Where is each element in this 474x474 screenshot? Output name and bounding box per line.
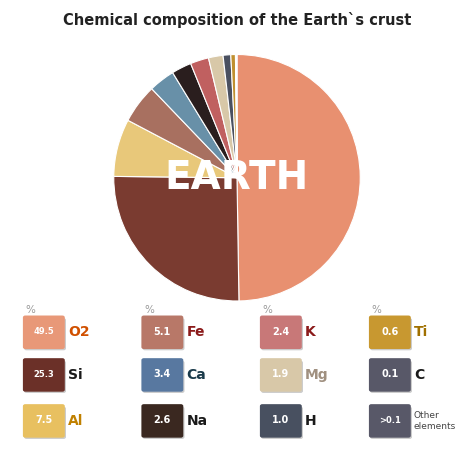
FancyBboxPatch shape: [261, 318, 303, 350]
Wedge shape: [236, 55, 237, 178]
Text: 1.9: 1.9: [272, 369, 290, 379]
FancyBboxPatch shape: [261, 407, 303, 439]
Text: Al: Al: [68, 414, 83, 428]
FancyBboxPatch shape: [370, 407, 412, 439]
Wedge shape: [114, 176, 239, 301]
FancyBboxPatch shape: [23, 358, 65, 392]
Wedge shape: [237, 55, 360, 301]
Text: 7.5: 7.5: [35, 415, 53, 425]
Text: 2.4: 2.4: [272, 327, 290, 337]
Wedge shape: [236, 55, 237, 178]
Text: Ti: Ti: [414, 325, 428, 339]
Text: 0.1: 0.1: [381, 369, 399, 379]
FancyBboxPatch shape: [370, 361, 412, 393]
Text: C: C: [414, 368, 424, 382]
FancyBboxPatch shape: [369, 358, 411, 392]
Text: Chemical composition of the Earth`s crust: Chemical composition of the Earth`s crus…: [63, 12, 411, 28]
Text: 1.0: 1.0: [272, 415, 290, 425]
FancyBboxPatch shape: [24, 407, 66, 439]
Text: 5.1: 5.1: [154, 327, 171, 337]
Text: 25.3: 25.3: [34, 370, 54, 379]
Wedge shape: [209, 55, 237, 178]
Text: 49.5: 49.5: [34, 327, 54, 336]
Text: %: %: [144, 305, 154, 316]
FancyBboxPatch shape: [260, 316, 302, 349]
FancyBboxPatch shape: [369, 316, 411, 349]
FancyBboxPatch shape: [143, 407, 184, 439]
Text: Si: Si: [68, 368, 82, 382]
FancyBboxPatch shape: [141, 358, 183, 392]
Wedge shape: [223, 55, 237, 178]
FancyBboxPatch shape: [141, 316, 183, 349]
Wedge shape: [114, 120, 237, 178]
FancyBboxPatch shape: [143, 318, 184, 350]
Text: >0.1: >0.1: [379, 416, 401, 425]
Text: K: K: [305, 325, 316, 339]
FancyBboxPatch shape: [141, 404, 183, 438]
Text: Fe: Fe: [186, 325, 205, 339]
Wedge shape: [231, 55, 237, 178]
Wedge shape: [128, 89, 237, 178]
FancyBboxPatch shape: [24, 361, 66, 393]
Text: Other
elements: Other elements: [414, 411, 456, 431]
Text: EARTH: EARTH: [165, 159, 309, 197]
Wedge shape: [191, 58, 237, 178]
Text: O2: O2: [68, 325, 90, 339]
Wedge shape: [152, 73, 237, 178]
Text: Mg: Mg: [305, 368, 328, 382]
Wedge shape: [173, 64, 237, 178]
Text: H: H: [305, 414, 317, 428]
FancyBboxPatch shape: [261, 361, 303, 393]
FancyBboxPatch shape: [260, 358, 302, 392]
Text: Ca: Ca: [186, 368, 206, 382]
FancyBboxPatch shape: [370, 318, 412, 350]
FancyBboxPatch shape: [24, 318, 66, 350]
Text: %: %: [372, 305, 382, 316]
FancyBboxPatch shape: [23, 316, 65, 349]
Text: %: %: [26, 305, 36, 316]
Text: %: %: [263, 305, 273, 316]
FancyBboxPatch shape: [369, 404, 411, 438]
Text: 2.6: 2.6: [154, 415, 171, 425]
Text: Na: Na: [186, 414, 208, 428]
Text: 0.6: 0.6: [381, 327, 399, 337]
FancyBboxPatch shape: [23, 404, 65, 438]
FancyBboxPatch shape: [143, 361, 184, 393]
Text: 3.4: 3.4: [154, 369, 171, 379]
FancyBboxPatch shape: [260, 404, 302, 438]
